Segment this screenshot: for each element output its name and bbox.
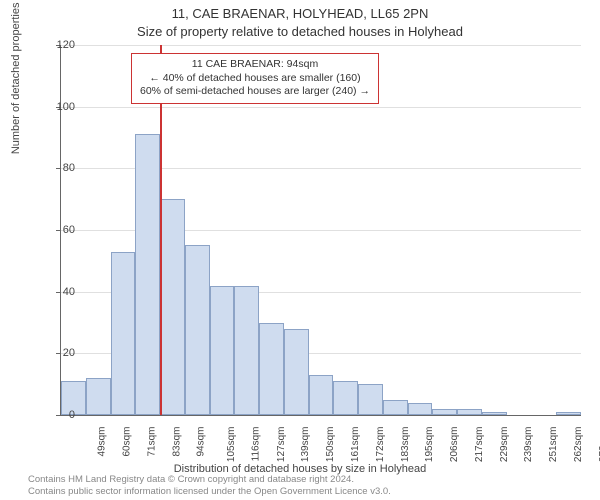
xtick-label: 183sqm [400,427,411,463]
bar [111,252,136,415]
bar [309,375,334,415]
info-line-3: 60% of semi-detached houses are larger (… [140,85,370,99]
ytick-label: 60 [45,224,75,236]
title-address: 11, CAE BRAENAR, HOLYHEAD, LL65 2PN [0,6,600,21]
footer-line-1: Contains HM Land Registry data © Crown c… [28,474,391,486]
xtick-label: 195sqm [424,427,435,463]
xtick-label: 251sqm [548,427,559,463]
bar [457,409,482,415]
info-line-2: ← 40% of detached houses are smaller (16… [140,72,370,86]
bar [556,412,581,415]
ytick-label: 0 [45,409,75,421]
gridline [61,45,581,46]
xtick-label: 239sqm [523,427,534,463]
gridline [61,107,581,108]
bar [284,329,309,415]
bar [210,286,235,416]
xtick-label: 116sqm [250,427,261,462]
xtick-label: 206sqm [449,427,460,463]
bar [259,323,284,416]
ytick-label: 120 [45,39,75,51]
xtick-label: 262sqm [573,427,584,463]
bar [234,286,259,416]
xtick-label: 229sqm [499,427,510,463]
bar [160,199,185,415]
bar [135,134,160,415]
bar [383,400,408,415]
bar [86,378,111,415]
bar [358,384,383,415]
chart-container: 11, CAE BRAENAR, HOLYHEAD, LL65 2PN Size… [0,0,600,500]
title-subtitle: Size of property relative to detached ho… [0,24,600,39]
plot-area: 11 CAE BRAENAR: 94sqm ← 40% of detached … [60,45,581,416]
ytick-label: 40 [45,286,75,298]
xtick-label: 172sqm [375,427,386,463]
bar [432,409,457,415]
xtick-label: 83sqm [171,427,182,457]
y-axis-label: Number of detached properties [10,3,22,155]
bar [408,403,433,415]
info-line-1: 11 CAE BRAENAR: 94sqm [140,58,370,72]
xtick-label: 161sqm [350,427,361,463]
footer-line-2: Contains public sector information licen… [28,486,391,498]
xtick-label: 71sqm [146,427,157,457]
xtick-label: 139sqm [301,427,312,463]
ytick-label: 20 [45,347,75,359]
xtick-label: 94sqm [196,427,207,457]
bar [482,412,507,415]
attribution-footer: Contains HM Land Registry data © Crown c… [28,474,391,498]
xtick-label: 217sqm [474,427,485,463]
bar [333,381,358,415]
xtick-label: 60sqm [122,427,133,457]
bar [185,245,210,415]
xtick-label: 49sqm [97,427,108,457]
ytick-label: 80 [45,162,75,174]
x-axis-label: Distribution of detached houses by size … [0,463,600,475]
xtick-label: 127sqm [276,427,287,463]
xtick-label: 150sqm [325,427,336,463]
info-box: 11 CAE BRAENAR: 94sqm ← 40% of detached … [131,53,379,104]
xtick-label: 105sqm [226,427,237,463]
ytick-label: 100 [45,101,75,113]
